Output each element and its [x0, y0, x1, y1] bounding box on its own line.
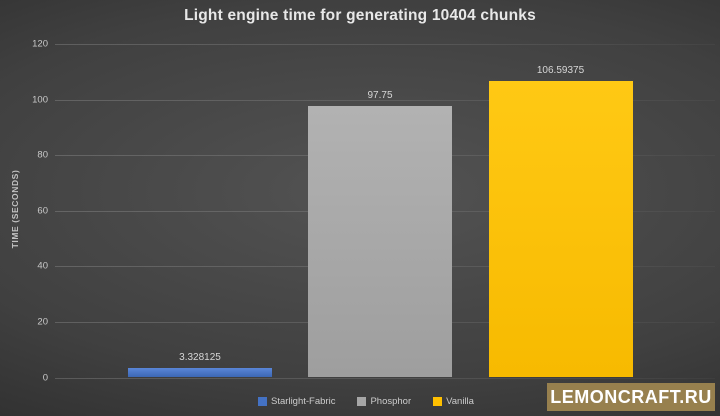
legend-label: Phosphor [370, 396, 412, 407]
legend-item-phosphor: Phosphor [357, 396, 411, 407]
watermark-banner: LEMONCRAFT.RU [547, 383, 715, 411]
y-tick-label-0: 0 [42, 372, 48, 383]
bar-vanilla [488, 81, 633, 378]
legend-label: Vanilla [446, 396, 474, 407]
y-tick-label-20: 20 [37, 316, 48, 328]
gridline-0 [55, 377, 715, 379]
y-tick-label-40: 40 [37, 260, 48, 272]
legend-label: Starlight-Fabric [271, 396, 336, 407]
y-tick-label-80: 80 [37, 149, 48, 161]
y-tick-label-120: 120 [32, 38, 48, 50]
legend-swatch-gray [357, 397, 367, 406]
bar-value-label: 3.328125 [179, 352, 221, 364]
gridline-100 [55, 99, 715, 101]
gridline-120 [55, 44, 715, 45]
legend: Starlight-Fabric Phosphor Vanilla [0, 396, 720, 407]
y-tick-label-100: 100 [32, 94, 48, 106]
legend-item-starlight-fabric: Starlight-Fabric [258, 396, 335, 407]
bar-value-label: 97.75 [367, 89, 393, 101]
legend-swatch-blue [258, 397, 268, 406]
watermark-text: LEMONCRAFT.RU [550, 386, 712, 407]
legend-swatch-yellow [433, 397, 443, 406]
bar-phosphor [308, 105, 452, 378]
legend-item-vanilla: Vanilla [433, 396, 474, 407]
bar-value-label: 106.59375 [536, 65, 585, 77]
chart-title: Light engine time for generating 10404 c… [184, 7, 536, 24]
y-tick-label-60: 60 [37, 205, 48, 217]
bar-starlight-fabric [128, 368, 272, 378]
